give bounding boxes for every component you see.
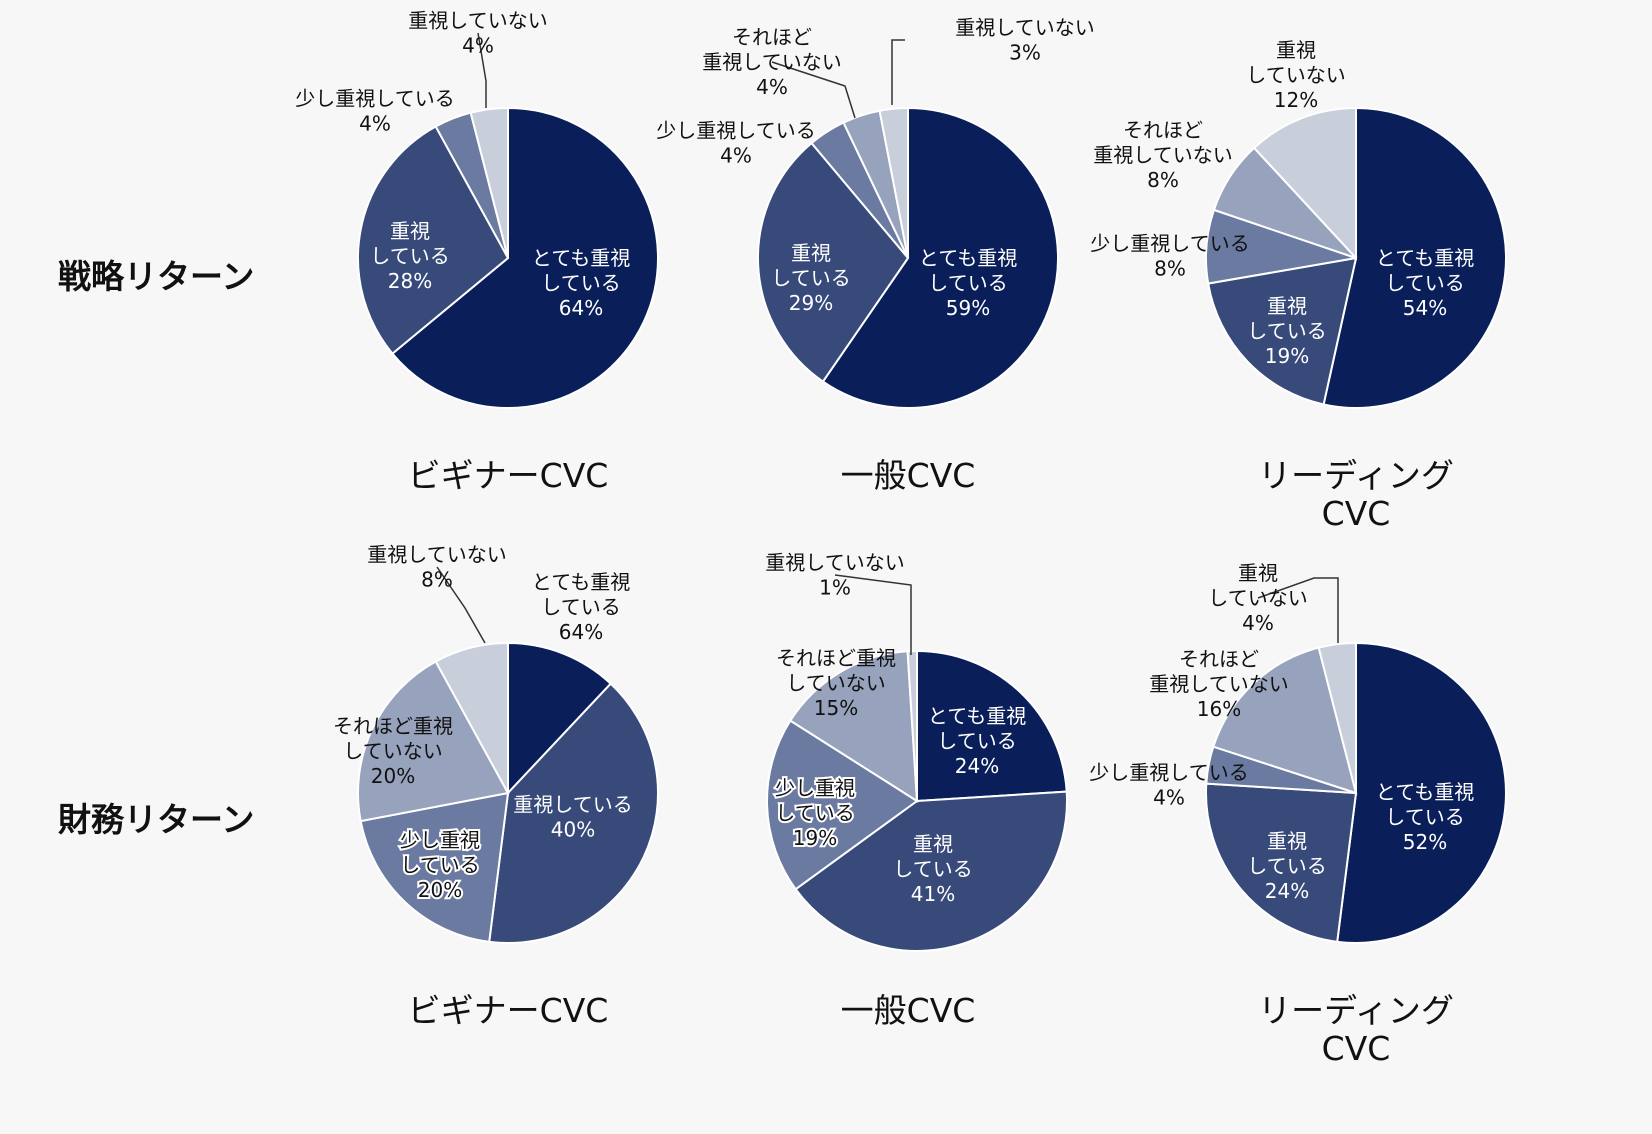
slice-label-6-3: 少し重視している 4% (1089, 761, 1248, 810)
pie-slice-1-1 (391, 106, 659, 409)
pie-slice-4-2 (488, 682, 660, 944)
slice-label-6-5: 重視していない 4% (1208, 561, 1307, 635)
slice-label-6-4: それほど重視していない 16% (1149, 647, 1288, 721)
pie-slice-6-2 (1205, 782, 1358, 943)
pie-slice-3-5 (1252, 106, 1357, 261)
pie-title-6: リーディング CVC (1258, 991, 1454, 1068)
pie-chart-6: とても重視している 52% 重視している 24% 少し重視している 4% それほど重視してい… (1089, 561, 1507, 944)
pie-slice-4-3 (359, 791, 510, 943)
pie-slice-3-2 (1207, 256, 1358, 406)
pie-chart-2: とても重視している 59% 重視している 29% 少し重視している 4% それほど重視してい… (656, 16, 1095, 409)
slice-label-4-1: とても重視している 64% (532, 570, 630, 644)
pie-title-4: ビギナーCVC (407, 991, 609, 1030)
pie-slice-2-2 (757, 141, 910, 383)
pie-slice-6-4 (1212, 646, 1358, 795)
slice-label-2-5: 重視していない 3% (955, 16, 1094, 65)
pie-slice-6-5 (1317, 641, 1357, 794)
pie-slice-5-4 (788, 650, 919, 803)
slice-label-1-1: とても重視している 64% (532, 246, 630, 320)
pie-slice-4-5 (434, 641, 509, 794)
pie-slice-3-1 (1322, 106, 1507, 409)
slice-label-5-4: それほど重視していない 15% (776, 646, 896, 720)
slice-label-1-4: 重視していない 4% (408, 9, 547, 58)
pie-slice-2-1 (821, 106, 1059, 409)
pie-chart-3: とても重視している 54% 重視している 19% 少し重視している 8% それほど重視してい… (1090, 38, 1507, 409)
pie-title-3: リーディング CVC (1258, 456, 1454, 533)
leader-line-6-5 (1257, 577, 1339, 643)
leader-line-1-4 (477, 32, 487, 108)
pie-chart-4: とても重視している 64% 重視している 40% 少し重視している 20% それほど重視して… (333, 543, 660, 944)
pie-slice-1-4 (469, 106, 509, 259)
slice-label-3-4: それほど重視していない 8% (1093, 118, 1232, 192)
slice-label-1-3: 少し重視している 4% (295, 87, 454, 136)
slice-label-3-3: 少し重視している 8% (1090, 232, 1249, 281)
slice-label-4-3: 少し重視している 20% (400, 828, 480, 902)
leader-line-2-5 (891, 39, 905, 105)
pie-title-5: 一般CVC (840, 991, 976, 1030)
pie-slice-4-4 (357, 660, 510, 823)
slice-label-2-2: 重視している 29% (771, 241, 850, 315)
pie-title-2: 一般CVC (840, 456, 976, 495)
pie-slice-5-1 (916, 649, 1068, 803)
pie-chart-5: とても重視している 24% 重視している 41% 少し重視している 19% それほど重視して… (765, 551, 1068, 952)
slice-label-5-1: とても重視している 24% (928, 704, 1026, 778)
slice-label-5-3: 少し重視している 19% (775, 776, 855, 850)
slice-label-4-2: 重視している 40% (513, 793, 632, 842)
slice-label-6-1: とても重視している 52% (1376, 780, 1474, 854)
pie-slice-4-1 (507, 641, 613, 796)
slice-label-3-2: 重視している 19% (1247, 294, 1326, 368)
slice-label-4-5: 重視していない 8% (367, 543, 506, 592)
pie-slice-5-5 (906, 649, 918, 802)
pie-slice-6-1 (1336, 641, 1507, 944)
slice-label-2-1: とても重視している 59% (919, 246, 1017, 320)
pie-chart-1: とても重視している 64% 重視している 28% 少し重視している 4% 重視していない 4% (295, 9, 659, 409)
row-label-financial: 財務リターン (58, 800, 255, 839)
pie-slice-5-2 (794, 790, 1068, 952)
slice-label-4-4: それほど重視していない 20% (333, 714, 453, 788)
slice-label-3-5: 重視していない 12% (1246, 38, 1345, 112)
slice-label-5-2: 重視している 41% (893, 832, 972, 906)
slice-label-1-2: 重視している 28% (370, 219, 449, 293)
leader-line-5-5 (834, 574, 912, 655)
pie-slice-5-3 (766, 719, 919, 891)
row-label-strategic: 戦略リターン (58, 257, 255, 296)
pie-slice-2-5 (878, 106, 909, 259)
slice-label-3-1: とても重視している 54% (1376, 246, 1474, 320)
slice-label-5-5: 重視していない 1% (765, 551, 904, 600)
pie-title-1: ビギナーCVC (407, 456, 609, 495)
slice-label-2-4: それほど重視していない 4% (702, 25, 841, 99)
slice-label-2-3: 少し重視している 4% (656, 119, 815, 168)
slice-label-6-2: 重視している 24% (1247, 829, 1326, 903)
pie-slice-1-2 (357, 125, 510, 356)
leader-line-4-5 (436, 566, 486, 644)
leader-line-2-4 (771, 61, 856, 119)
